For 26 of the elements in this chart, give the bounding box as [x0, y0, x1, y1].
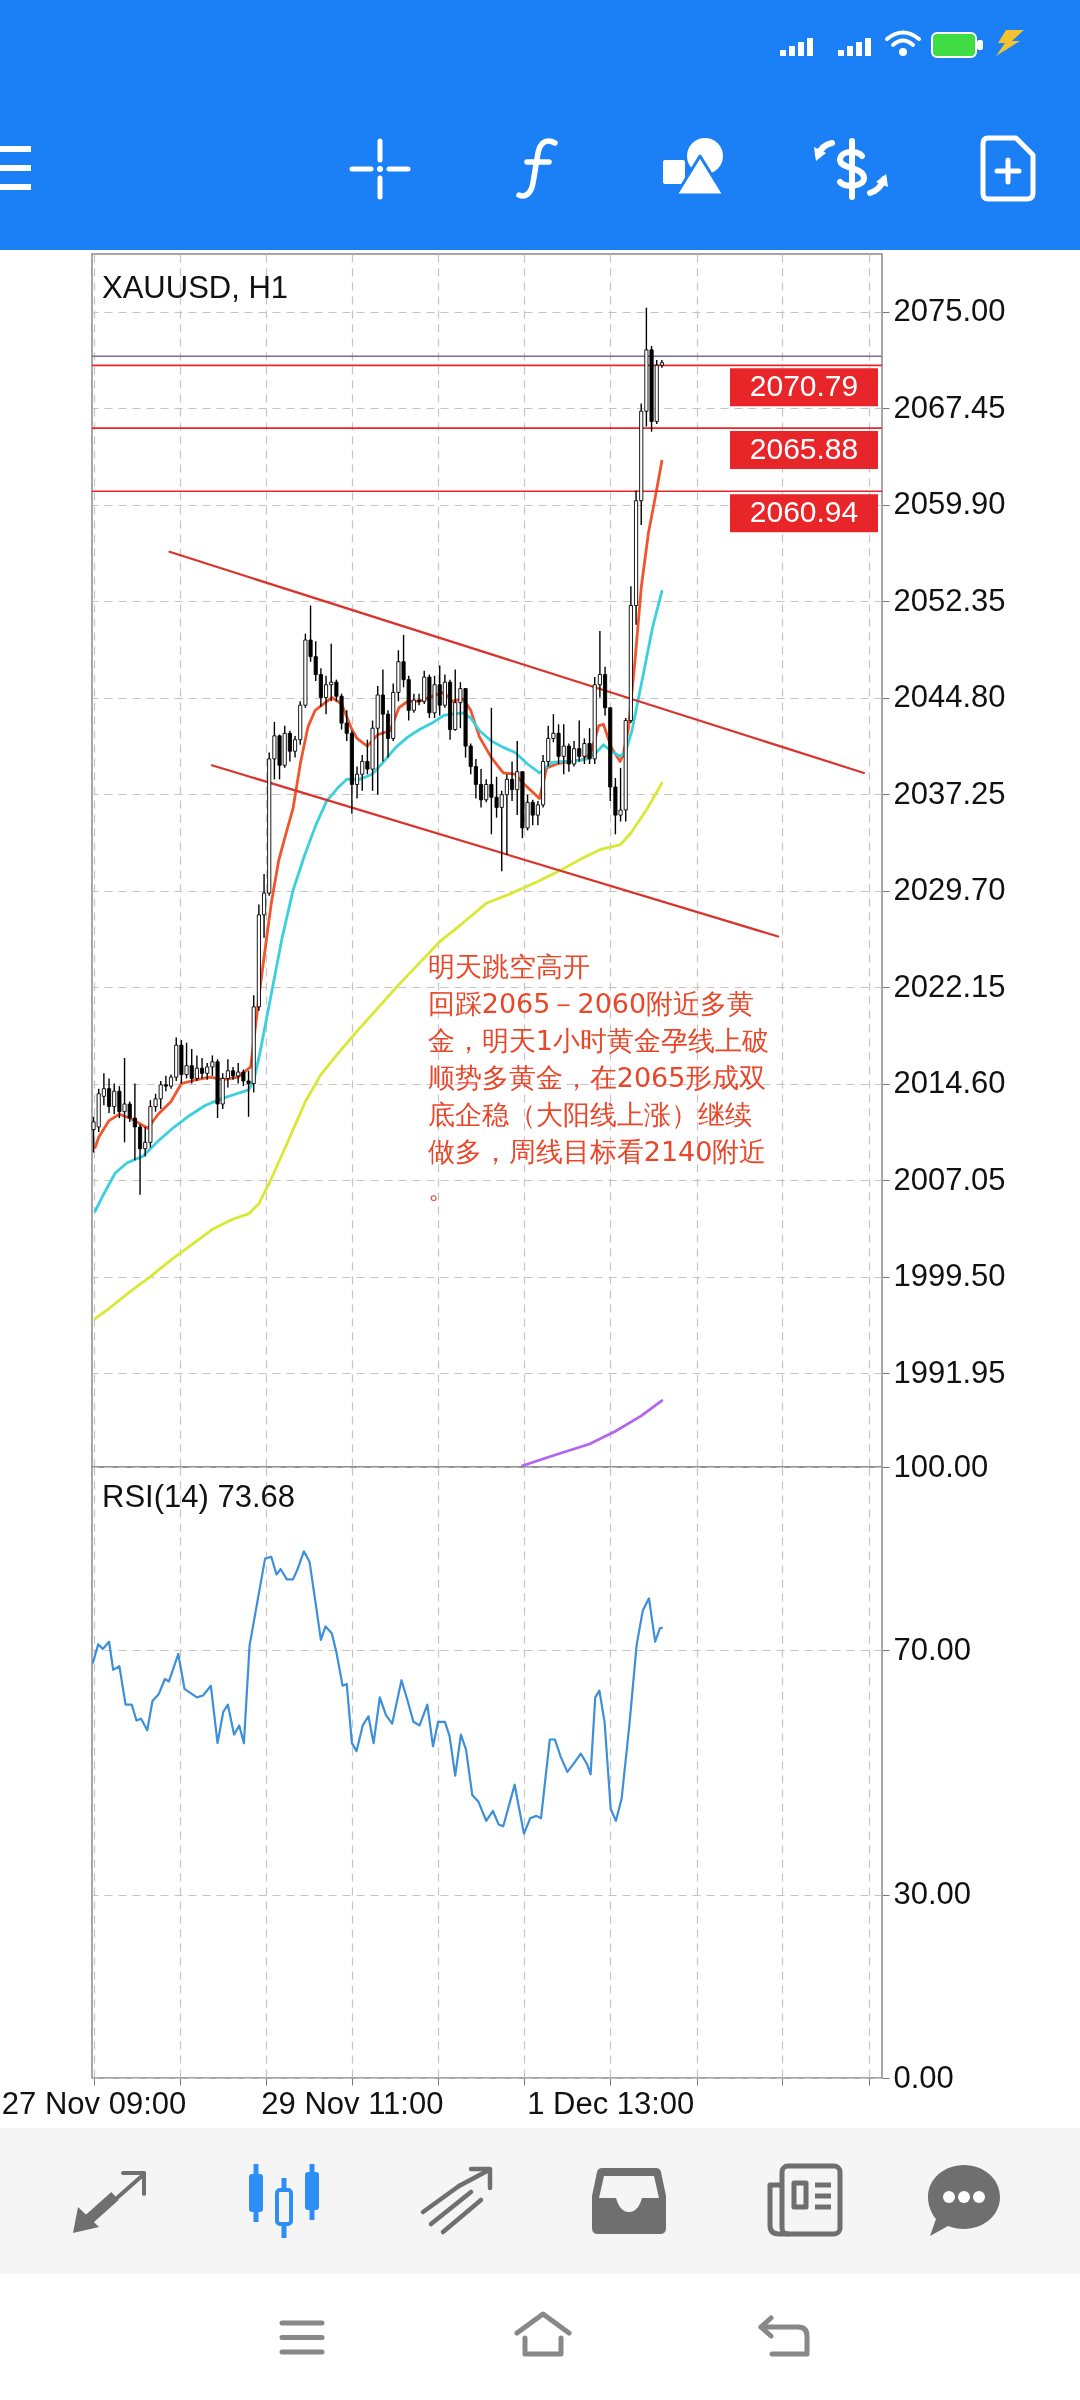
y-tick-label: 1991.95 — [893, 1354, 1006, 1390]
y-tick-label: 2075.00 — [893, 293, 1006, 329]
x-tick-label: 29 Nov 11:00 — [261, 2085, 444, 2121]
y-tick-label: 70.00 — [893, 1631, 972, 1667]
x-tick-label: 1 Dec 13:00 — [527, 2085, 695, 2121]
y-tick-label: 2007.05 — [893, 1161, 1006, 1197]
text: XAUUSD, H1 — [102, 270, 289, 305]
y-tick-label: 30.00 — [893, 1876, 972, 1912]
y-tick-label: 2014.60 — [893, 1065, 1006, 1101]
ref-line-label: 2070.79 — [749, 369, 859, 403]
x-tick-label: 27 Nov 09:00 — [1, 2085, 187, 2121]
y-tick-label: 100.00 — [893, 1448, 989, 1484]
y-tick-label: 2022.15 — [893, 968, 1006, 1004]
ref-line-label: 2060.94 — [749, 495, 859, 529]
y-tick-label: 1999.50 — [893, 1258, 1006, 1294]
y-tick-label: 2067.45 — [893, 389, 1006, 425]
y-tick-label: 2059.90 — [893, 486, 1006, 522]
annotation: 明天跳空高开 — [427, 951, 590, 983]
y-tick-label: 0.00 — [893, 2059, 954, 2095]
y-tick-label: 2044.80 — [893, 679, 1006, 715]
y-tick-label: 2052.35 — [893, 582, 1006, 618]
ref-line-label: 2065.88 — [749, 432, 859, 466]
y-tick-label: 2037.25 — [893, 775, 1006, 811]
annotation: 回踩2065－2060附近多黄金，明天1小时黄金孕线上破顺势多黄金，在2065形成双底企稳（大阳线上涨）继续做多，周线目标看2140附近。 — [427, 988, 769, 1205]
chart-title: RSI(14) 73.68 — [102, 1479, 295, 1514]
y-tick-label: 2029.70 — [893, 872, 1006, 908]
